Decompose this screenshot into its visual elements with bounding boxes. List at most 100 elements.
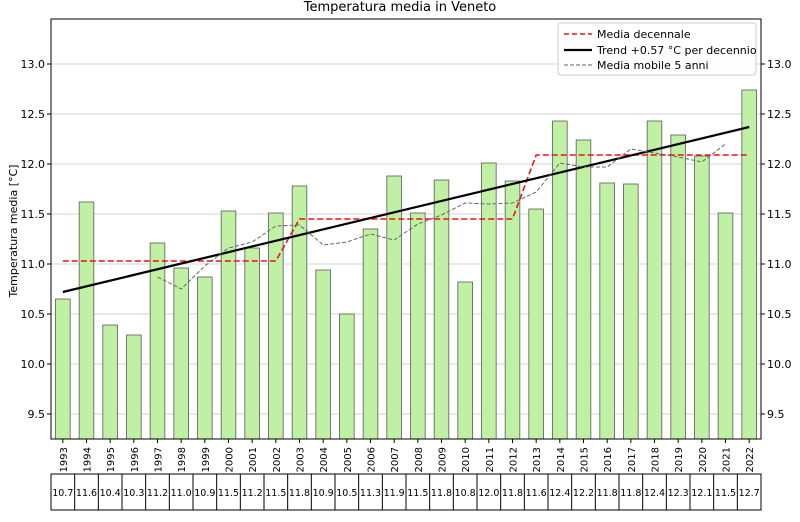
table-cell: 11.5 — [407, 488, 428, 499]
x-tick-label: 2003 — [296, 447, 307, 472]
y-tick-label: 9.5 — [28, 408, 46, 421]
x-tick-label: 2010 — [461, 447, 472, 472]
x-tick-label: 2002 — [272, 447, 283, 472]
table-cell: 11.8 — [502, 488, 523, 499]
y-tick-label: 11.5 — [21, 208, 46, 221]
x-tick-label: 2011 — [485, 447, 496, 472]
table-cell: 11.2 — [242, 488, 263, 499]
bar — [528, 208, 544, 440]
table-cell: 11.5 — [218, 488, 239, 499]
bar — [55, 298, 71, 440]
bars — [55, 89, 757, 440]
bar — [457, 281, 473, 440]
bar — [197, 276, 213, 440]
table-cell: 12.0 — [478, 488, 499, 499]
bar — [623, 183, 639, 440]
bar — [339, 313, 355, 440]
grid-lines — [51, 63, 761, 415]
legend-label-decadal: Media decennale — [597, 28, 691, 41]
table-cell: 10.3 — [123, 488, 144, 499]
y-tick-label: 11.0 — [21, 258, 46, 271]
table-cell: 12.4 — [644, 488, 665, 499]
series-lines — [62, 125, 750, 294]
x-tick-label: 2015 — [580, 447, 591, 472]
x-ticks: 1993 1994 1995 1996 1997 1998 1999 2000 2001 2002… — [59, 439, 756, 472]
y-tick-label: 10.0 — [21, 358, 46, 371]
x-tick-label: 2009 — [438, 447, 449, 472]
chart-title: Temperatura media in Veneto — [303, 0, 497, 15]
table-cell: 12.7 — [739, 488, 760, 499]
legend-label-moving-average: Media mobile 5 anni — [597, 59, 709, 72]
table-cell: 11.9 — [384, 488, 405, 499]
table-cell: 11.0 — [171, 488, 192, 499]
table-cell: 11.2 — [147, 488, 168, 499]
legend-label-trend: Trend +0.57 °C per decennio — [596, 44, 757, 57]
bar — [362, 228, 379, 440]
x-tick-label: 2019 — [674, 447, 685, 472]
bar — [291, 185, 308, 440]
series-line — [62, 154, 750, 262]
bar — [315, 269, 331, 440]
x-tick-label: 2006 — [367, 447, 378, 472]
y-tick-label: 12.0 — [21, 158, 46, 171]
x-tick-label: 2013 — [532, 447, 543, 472]
series-line — [62, 125, 750, 294]
table-cell: 12.3 — [668, 488, 689, 499]
y-tick-label: 13.0 — [21, 58, 46, 71]
series-line — [157, 143, 726, 290]
table-cell: 11.5 — [265, 488, 286, 499]
table-cell: 11.8 — [431, 488, 452, 499]
table-cell: 10.5 — [336, 488, 357, 499]
y-axis-label: Temperatura media [°C] — [7, 165, 20, 299]
table-cell: 11.3 — [360, 488, 381, 499]
table-cell: 10.9 — [313, 488, 334, 499]
y-tick-label-right: 10.0 — [767, 358, 792, 371]
table-cell: 11.8 — [597, 488, 618, 499]
x-tick-label: 1996 — [130, 447, 141, 472]
y-tick-label-right: 12.5 — [767, 108, 792, 121]
y-ticks-right: 9.5 10.0 10.5 11.0 11.5 12.0 12.5 13.0 — [761, 58, 792, 421]
bar — [102, 324, 118, 440]
bar — [741, 89, 757, 440]
table-cell: 12.2 — [573, 488, 594, 499]
x-tick-label: 2004 — [319, 447, 330, 472]
bar — [126, 334, 142, 440]
table-cell: 10.9 — [194, 488, 215, 499]
table-cell: 10.4 — [100, 488, 121, 499]
bar — [386, 175, 402, 440]
x-tick-label: 2000 — [225, 447, 236, 472]
bar — [717, 212, 734, 440]
x-tick-label: 2020 — [698, 447, 709, 472]
bar — [268, 212, 284, 440]
x-tick-label: 2014 — [556, 447, 567, 472]
legend: Media decennale Trend +0.57 °C per decen… — [557, 22, 757, 76]
y-tick-label-right: 11.0 — [767, 258, 792, 271]
bar — [149, 242, 166, 440]
x-tick-label: 2008 — [414, 447, 425, 472]
plot-frame — [50, 18, 762, 440]
x-tick-label: 1999 — [201, 447, 212, 472]
y-tick-label-right: 9.5 — [767, 408, 785, 421]
y-tick-label-right: 11.5 — [767, 208, 792, 221]
bar — [670, 134, 686, 440]
x-tick-label: 2016 — [603, 447, 614, 472]
bar — [599, 182, 615, 440]
value-table: 10.7 11.6 10.4 10.3 11.2 11.0 10.9 11.5 11.2 11.5… — [50, 473, 762, 511]
table-cell: 11.6 — [76, 488, 97, 499]
x-tick-label: 2018 — [651, 447, 662, 472]
x-tick-label: 2001 — [248, 447, 259, 472]
x-tick-label: 2021 — [722, 447, 733, 472]
y-tick-label: 10.5 — [21, 308, 46, 321]
bar — [220, 210, 237, 440]
table-cell: 10.8 — [455, 488, 476, 499]
bar — [575, 139, 592, 440]
y-tick-label: 12.5 — [21, 108, 46, 121]
bar — [646, 120, 663, 440]
table-cell: 11.8 — [620, 488, 641, 499]
y-tick-label-right: 12.0 — [767, 158, 792, 171]
x-tick-label: 2022 — [745, 447, 756, 472]
legend-box — [557, 22, 757, 76]
x-tick-label: 2005 — [343, 447, 354, 472]
table-cell: 12.1 — [691, 488, 712, 499]
